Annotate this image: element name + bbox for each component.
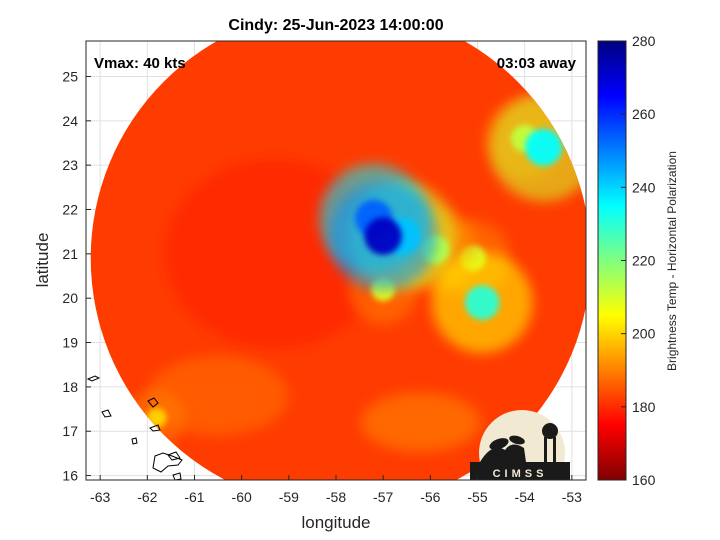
y-tick-label: 21 (62, 246, 78, 262)
x-tick-label: -53 (562, 489, 582, 505)
y-axis-ticks: 16 17 18 19 20 21 22 23 24 25 (62, 68, 91, 484)
colorbar-tick-label: 160 (632, 472, 656, 488)
cimss-logo: CIMSS (470, 410, 570, 480)
x-tick-label: -59 (279, 489, 299, 505)
y-tick-label: 25 (62, 68, 78, 84)
y-tick-label: 22 (62, 202, 78, 218)
feature-core (524, 128, 563, 166)
x-tick-label: -57 (373, 489, 393, 505)
time-away-label: 03:03 away (497, 55, 577, 72)
x-tick-label: -61 (184, 489, 204, 505)
x-tick-label: -60 (232, 489, 252, 505)
colorbar-tick-label: 200 (632, 326, 656, 342)
colorbar-label: Brightness Temp - Horizontal Polarizatio… (665, 151, 679, 371)
chart-title: Cindy: 25-Jun-2023 14:00:00 (228, 17, 443, 34)
colorbar-tick-label: 240 (632, 179, 656, 195)
warm-region (360, 392, 481, 453)
x-tick-label: -62 (137, 489, 157, 505)
feature-core (464, 285, 500, 320)
y-tick-label: 16 (62, 468, 78, 484)
y-tick-label: 24 (62, 113, 78, 129)
logo-text: CIMSS (493, 468, 548, 480)
coastline (86, 375, 183, 480)
y-axis-label: latitude (33, 233, 52, 288)
colorbar-tick-label: 220 (632, 253, 656, 269)
colorbar-tick-label: 180 (632, 399, 656, 415)
colorbar-ticks: 160 180 200 220 240 260 280 (621, 33, 656, 488)
x-tick-label: -63 (90, 489, 110, 505)
x-tick-label: -56 (420, 489, 440, 505)
x-tick-label: -58 (326, 489, 346, 505)
vmax-label: Vmax: 40 kts (94, 55, 186, 72)
x-tick-label: -54 (515, 489, 535, 505)
y-tick-label: 20 (62, 290, 78, 306)
colorbar-tick-label: 280 (632, 33, 656, 49)
brightness-temperature-swath (90, 41, 586, 480)
x-tick-label: -55 (467, 489, 487, 505)
y-tick-label: 17 (62, 423, 78, 439)
feature-core (364, 217, 402, 255)
y-tick-label: 23 (62, 157, 78, 173)
x-axis-ticks: -63 -62 -61 -60 -59 -58 -57 -56 -55 -54 -53 (90, 475, 582, 505)
y-tick-label: 19 (62, 335, 78, 351)
y-tick-label: 18 (62, 379, 78, 395)
x-axis-label: longitude (301, 513, 370, 532)
colorbar-tick-label: 260 (632, 106, 656, 122)
